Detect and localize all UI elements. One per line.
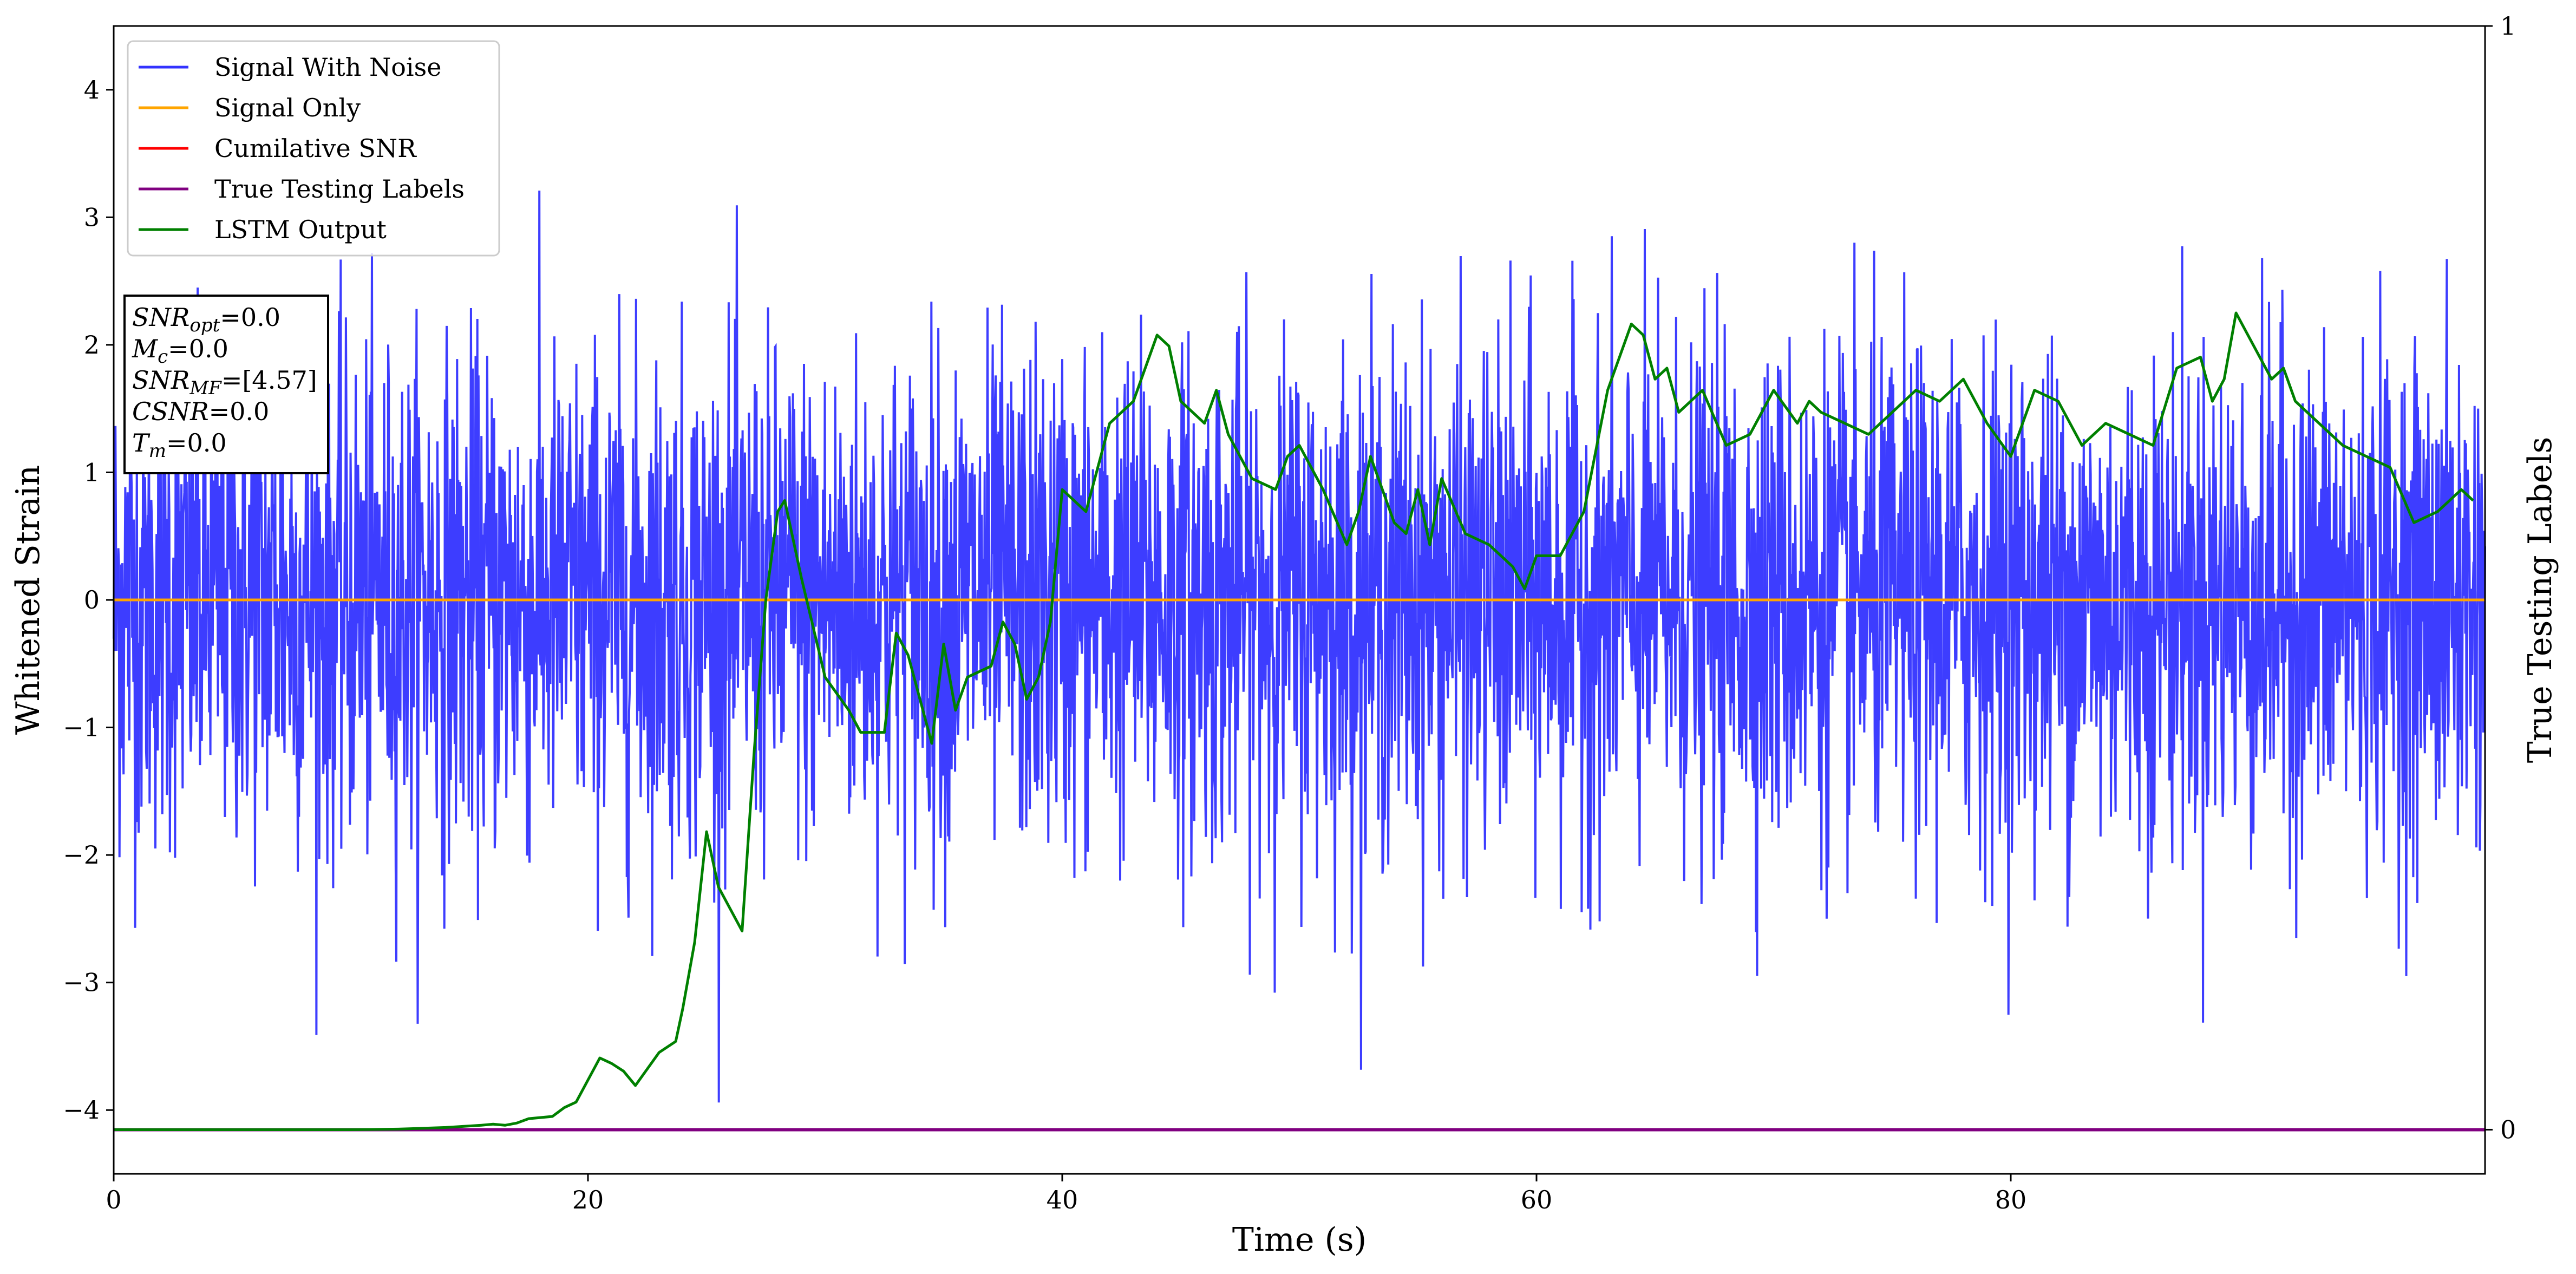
info-box-line: Mc=0.0: [132, 334, 228, 368]
legend-label: LSTM Output: [214, 215, 387, 244]
y-tick-label: 4: [84, 75, 100, 104]
y2-axis-ticks: 01: [2485, 11, 2516, 1144]
x-tick-label: 0: [106, 1185, 121, 1214]
x-tick-label: 40: [1047, 1185, 1078, 1214]
info-box-line: CSNR=0.0: [132, 397, 269, 426]
y-tick-label: −1: [63, 713, 100, 742]
signal-with-noise-line: [113, 190, 2486, 1103]
legend-label: True Testing Labels: [214, 174, 465, 204]
y-tick-label: −2: [63, 840, 100, 870]
y-tick-label: −3: [63, 968, 100, 997]
legend-label: Cumilative SNR: [214, 134, 417, 163]
info-box-line: SNRopt=0.0: [132, 303, 280, 336]
y-tick-label: 2: [84, 330, 100, 360]
info-box-line: SNRMF=[4.57]: [132, 365, 317, 399]
legend: Signal With Noise Signal Only Cumilative S…: [127, 40, 500, 257]
lstm-output-series: [114, 311, 2474, 1131]
x-axis-ticks: 0 20 40 60 80: [106, 1174, 2026, 1214]
signal-with-noise-series: [113, 190, 2486, 1103]
x-axis-label: Time (s): [1232, 1221, 1367, 1259]
x-tick-label: 20: [572, 1185, 604, 1214]
y2-tick-label: 1: [2500, 11, 2516, 41]
info-box-frame: [123, 295, 329, 474]
y-tick-label: 3: [84, 202, 100, 232]
legend-label: Signal Only: [214, 93, 361, 122]
info-box-line: Tm=0.0: [132, 428, 227, 462]
y2-axis-label: True Testing Labels: [2521, 437, 2559, 763]
legend-box: [127, 40, 500, 257]
y-tick-label: 1: [84, 458, 100, 487]
y-axis-label: Whitened Strain: [9, 465, 47, 735]
x-tick-label: 80: [1995, 1185, 2027, 1214]
y-tick-label: −4: [63, 1095, 100, 1125]
x-tick-label: 60: [1521, 1185, 1553, 1214]
lstm-output-line: [114, 311, 2474, 1131]
y-axis-ticks: −4 −3 −2 −1 0 1 2 3 4: [63, 75, 114, 1125]
info-box: SNRopt=0.0Mc=0.0SNRMF=[4.57]CSNR=0.0Tm=0…: [123, 295, 329, 474]
y-tick-label: 0: [84, 585, 100, 615]
y2-tick-label: 0: [2500, 1115, 2516, 1144]
legend-label: Signal With Noise: [214, 53, 441, 82]
